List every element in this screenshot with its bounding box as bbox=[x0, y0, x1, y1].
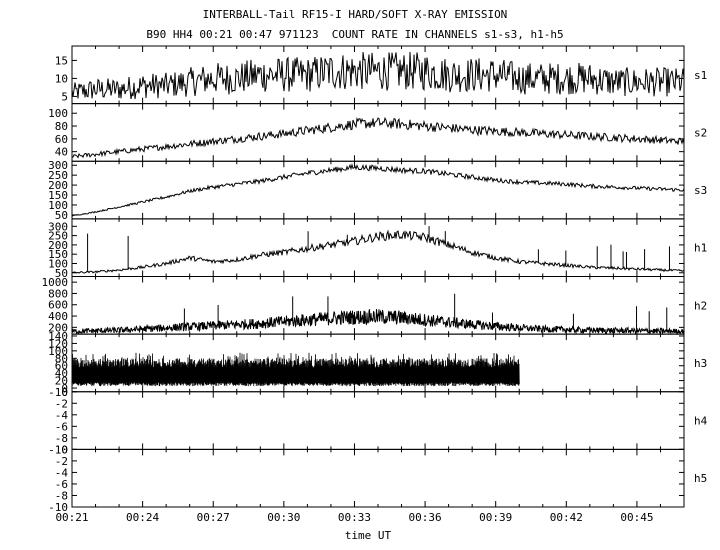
y-tick-label-h1: 300 bbox=[48, 220, 68, 233]
x-tick-label: 00:45 bbox=[620, 511, 653, 524]
y-tick-label-s2: 60 bbox=[55, 133, 68, 146]
panel-frame-h2 bbox=[71, 276, 685, 335]
y-tick-label-h2: 200 bbox=[48, 321, 68, 334]
panel-label-h2: h2 bbox=[694, 299, 707, 312]
y-tick-label-h3: 80 bbox=[55, 352, 68, 365]
y-tick-label-h2: 600 bbox=[48, 299, 68, 312]
panel-label-h5: h5 bbox=[694, 472, 707, 485]
y-tick-label-h3: 140 bbox=[48, 330, 68, 343]
panel-label-s1: s1 bbox=[694, 69, 707, 82]
y-tick-label-h3: 100 bbox=[48, 345, 68, 358]
y-tick-label-h3: 40 bbox=[55, 367, 68, 380]
y-tick-label-h5: -4 bbox=[55, 466, 69, 479]
y-tick-label-s1: 10 bbox=[55, 72, 68, 85]
y-tick-label-h1: 150 bbox=[48, 248, 68, 261]
y-tick-label-h3: 0 bbox=[61, 382, 68, 395]
chart-subtitle: B90 HH4 00:21 00:47 971123 COUNT RATE IN… bbox=[146, 28, 564, 41]
y-tick-label-s3: 300 bbox=[48, 159, 68, 172]
y-tick-label-s3: 50 bbox=[55, 209, 68, 222]
y-tick-label-s3: 150 bbox=[48, 189, 68, 202]
y-tick-label-h2: 400 bbox=[48, 310, 68, 323]
x-tick-label: 00:39 bbox=[479, 511, 512, 524]
y-tick-label-h3: 120 bbox=[48, 337, 68, 350]
y-tick-label-s1: 5 bbox=[61, 90, 68, 103]
series-line-s3 bbox=[71, 163, 685, 217]
x-tick-label: 00:42 bbox=[550, 511, 583, 524]
y-tick-label-h5: -8 bbox=[55, 489, 68, 502]
y-tick-label-h4: -8 bbox=[55, 432, 68, 445]
x-tick-label: 00:24 bbox=[126, 511, 159, 524]
series-line-s2 bbox=[71, 116, 685, 159]
y-tick-label-s2: 80 bbox=[55, 120, 68, 133]
y-tick-label-s3: 100 bbox=[48, 199, 68, 212]
y-tick-label-h1: 50 bbox=[55, 267, 68, 280]
x-tick-label: 00:21 bbox=[55, 511, 88, 524]
series-line-h3 bbox=[71, 352, 520, 387]
y-tick-label-h5: -6 bbox=[55, 478, 68, 491]
y-tick-label-s1: 15 bbox=[55, 54, 68, 67]
x-tick-label: 00:27 bbox=[197, 511, 230, 524]
y-tick-label-h1: 100 bbox=[48, 257, 68, 270]
panel-frame-s1 bbox=[71, 45, 685, 105]
series-line-h2 bbox=[71, 309, 685, 335]
panel-label-h3: h3 bbox=[694, 357, 707, 370]
y-tick-label-h4: -2 bbox=[55, 397, 68, 410]
y-tick-label-h3: 20 bbox=[55, 375, 68, 388]
x-tick-label: 00:33 bbox=[338, 511, 371, 524]
y-tick-label-h5: -10 bbox=[48, 501, 68, 514]
series-line-h1 bbox=[71, 229, 685, 274]
chart-title: INTERBALL-Tail RF15-I HARD/SOFT X-RAY EM… bbox=[202, 8, 508, 21]
y-tick-label-h5: -2 bbox=[55, 455, 68, 468]
y-tick-label-h5: 0 bbox=[61, 443, 68, 456]
y-tick-label-h4: 0 bbox=[61, 386, 68, 399]
y-tick-label-s2: 100 bbox=[48, 107, 68, 120]
panel-frame-s3 bbox=[71, 160, 685, 220]
y-tick-label-h1: 200 bbox=[48, 239, 68, 252]
panel-label-h1: h1 bbox=[694, 242, 707, 255]
y-tick-label-s2: 40 bbox=[55, 146, 68, 159]
series-line-s1 bbox=[71, 51, 685, 100]
y-tick-label-h1: 250 bbox=[48, 230, 68, 243]
y-tick-label-h4: -6 bbox=[55, 420, 68, 433]
y-tick-label-h2: 1000 bbox=[42, 276, 69, 289]
y-tick-label-s3: 250 bbox=[48, 169, 68, 182]
y-tick-label-h2: 800 bbox=[48, 287, 68, 300]
panel-label-s2: s2 bbox=[694, 126, 707, 139]
y-tick-label-h4: -10 bbox=[48, 443, 68, 456]
panel-label-s3: s3 bbox=[694, 184, 707, 197]
y-tick-label-h4: -4 bbox=[55, 409, 69, 422]
y-tick-label-h3: 60 bbox=[55, 360, 68, 373]
panel-frame-h5 bbox=[71, 448, 685, 508]
panel-frame-h1 bbox=[71, 218, 685, 277]
x-tick-label: 00:30 bbox=[267, 511, 300, 524]
x-axis-label: time UT bbox=[345, 529, 392, 542]
panel-frame-s2 bbox=[71, 103, 685, 162]
y-tick-label-s3: 200 bbox=[48, 179, 68, 192]
panel-label-h4: h4 bbox=[694, 415, 708, 428]
panel-frame-h4 bbox=[71, 391, 685, 450]
y-tick-label-h3: -10 bbox=[48, 386, 68, 399]
x-tick-label: 00:36 bbox=[409, 511, 442, 524]
